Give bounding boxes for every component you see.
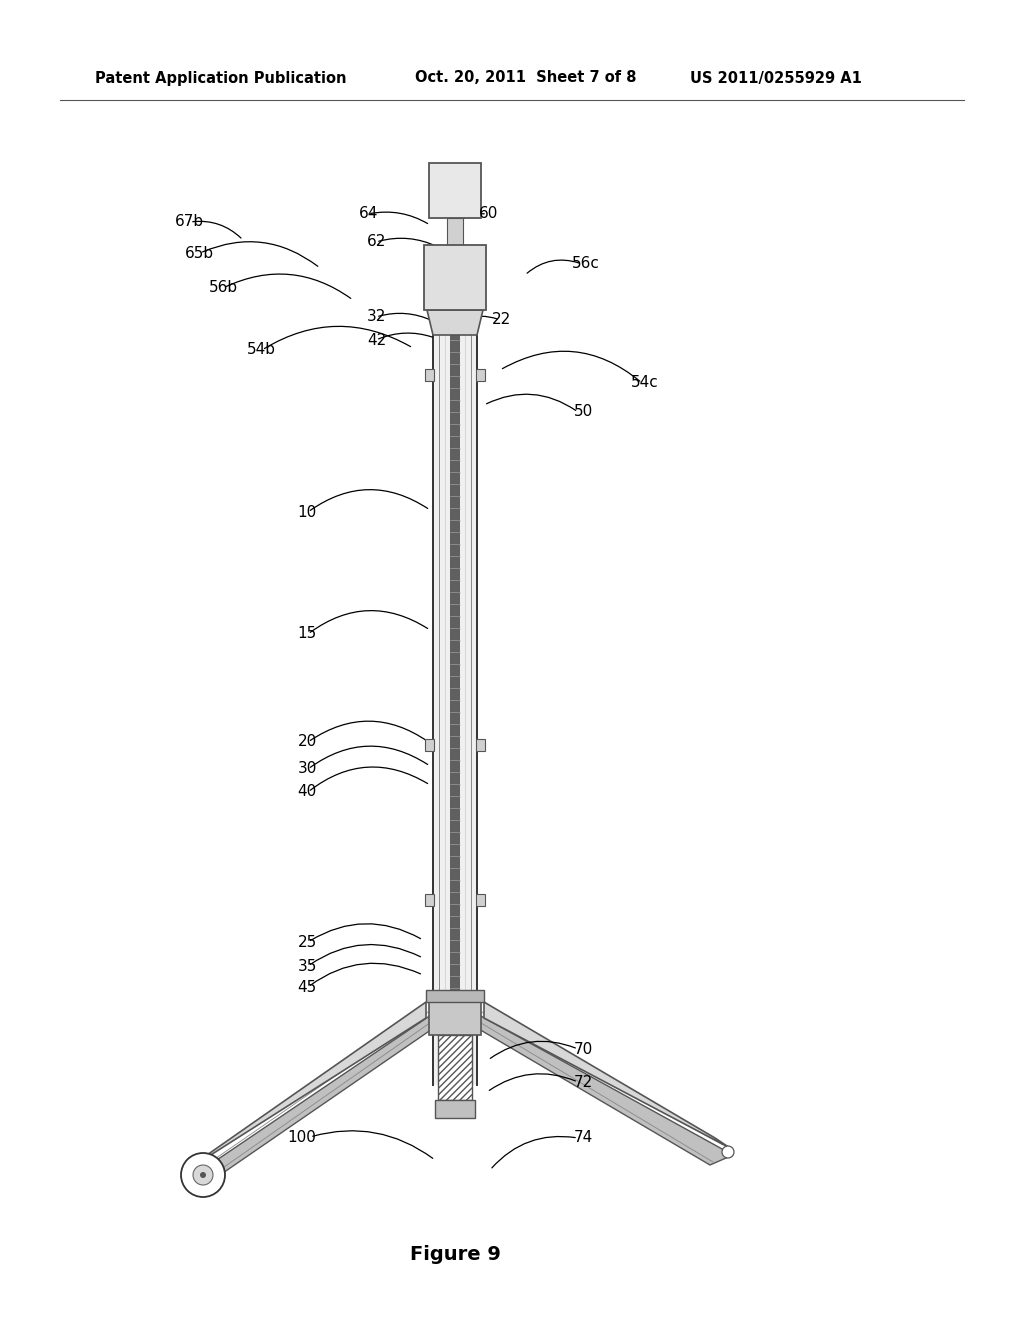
Circle shape: [193, 1166, 213, 1185]
Text: 54b: 54b: [247, 342, 275, 358]
Text: 10: 10: [298, 504, 316, 520]
Text: 72: 72: [574, 1074, 593, 1090]
Text: 54c: 54c: [631, 375, 659, 391]
Text: 60: 60: [479, 206, 498, 222]
Text: 40: 40: [298, 784, 316, 800]
Bar: [433, 335, 477, 1085]
Bar: [435, 1100, 475, 1118]
Text: 50: 50: [574, 404, 593, 420]
Text: 74: 74: [574, 1130, 593, 1146]
Text: 65b: 65b: [185, 246, 214, 261]
Text: 64: 64: [359, 206, 378, 222]
Bar: [425, 894, 434, 906]
Text: 100: 100: [288, 1130, 316, 1146]
Text: 62: 62: [368, 234, 386, 249]
Circle shape: [200, 1172, 206, 1177]
Polygon shape: [427, 310, 483, 335]
Text: 42: 42: [368, 333, 386, 348]
Text: 32: 32: [368, 309, 386, 325]
Polygon shape: [484, 1002, 730, 1148]
Circle shape: [722, 1146, 734, 1158]
Polygon shape: [195, 1002, 426, 1166]
Circle shape: [181, 1152, 225, 1197]
Bar: [450, 335, 460, 1085]
Polygon shape: [205, 1015, 438, 1175]
Text: 45: 45: [298, 979, 316, 995]
Text: Patent Application Publication: Patent Application Publication: [95, 70, 346, 86]
Text: 30: 30: [298, 760, 316, 776]
Bar: [476, 370, 485, 381]
Bar: [476, 739, 485, 751]
Text: 67b: 67b: [175, 214, 204, 230]
Text: Oct. 20, 2011  Sheet 7 of 8: Oct. 20, 2011 Sheet 7 of 8: [415, 70, 637, 86]
Text: 56c: 56c: [571, 256, 600, 272]
Bar: [438, 1035, 472, 1100]
Bar: [425, 739, 434, 751]
Text: 20: 20: [298, 734, 316, 750]
Bar: [426, 990, 484, 1002]
Bar: [447, 218, 463, 246]
Polygon shape: [472, 1015, 733, 1166]
Text: 22: 22: [493, 312, 511, 327]
Bar: [424, 246, 486, 310]
Text: 35: 35: [298, 958, 316, 974]
Text: US 2011/0255929 A1: US 2011/0255929 A1: [690, 70, 862, 86]
Text: 25: 25: [298, 935, 316, 950]
Bar: [476, 894, 485, 906]
Bar: [429, 162, 481, 218]
Text: 70: 70: [574, 1041, 593, 1057]
Text: Figure 9: Figure 9: [410, 1246, 501, 1265]
Bar: [429, 1001, 481, 1035]
Text: 56b: 56b: [209, 280, 238, 296]
Text: 15: 15: [298, 626, 316, 642]
Bar: [425, 370, 434, 381]
